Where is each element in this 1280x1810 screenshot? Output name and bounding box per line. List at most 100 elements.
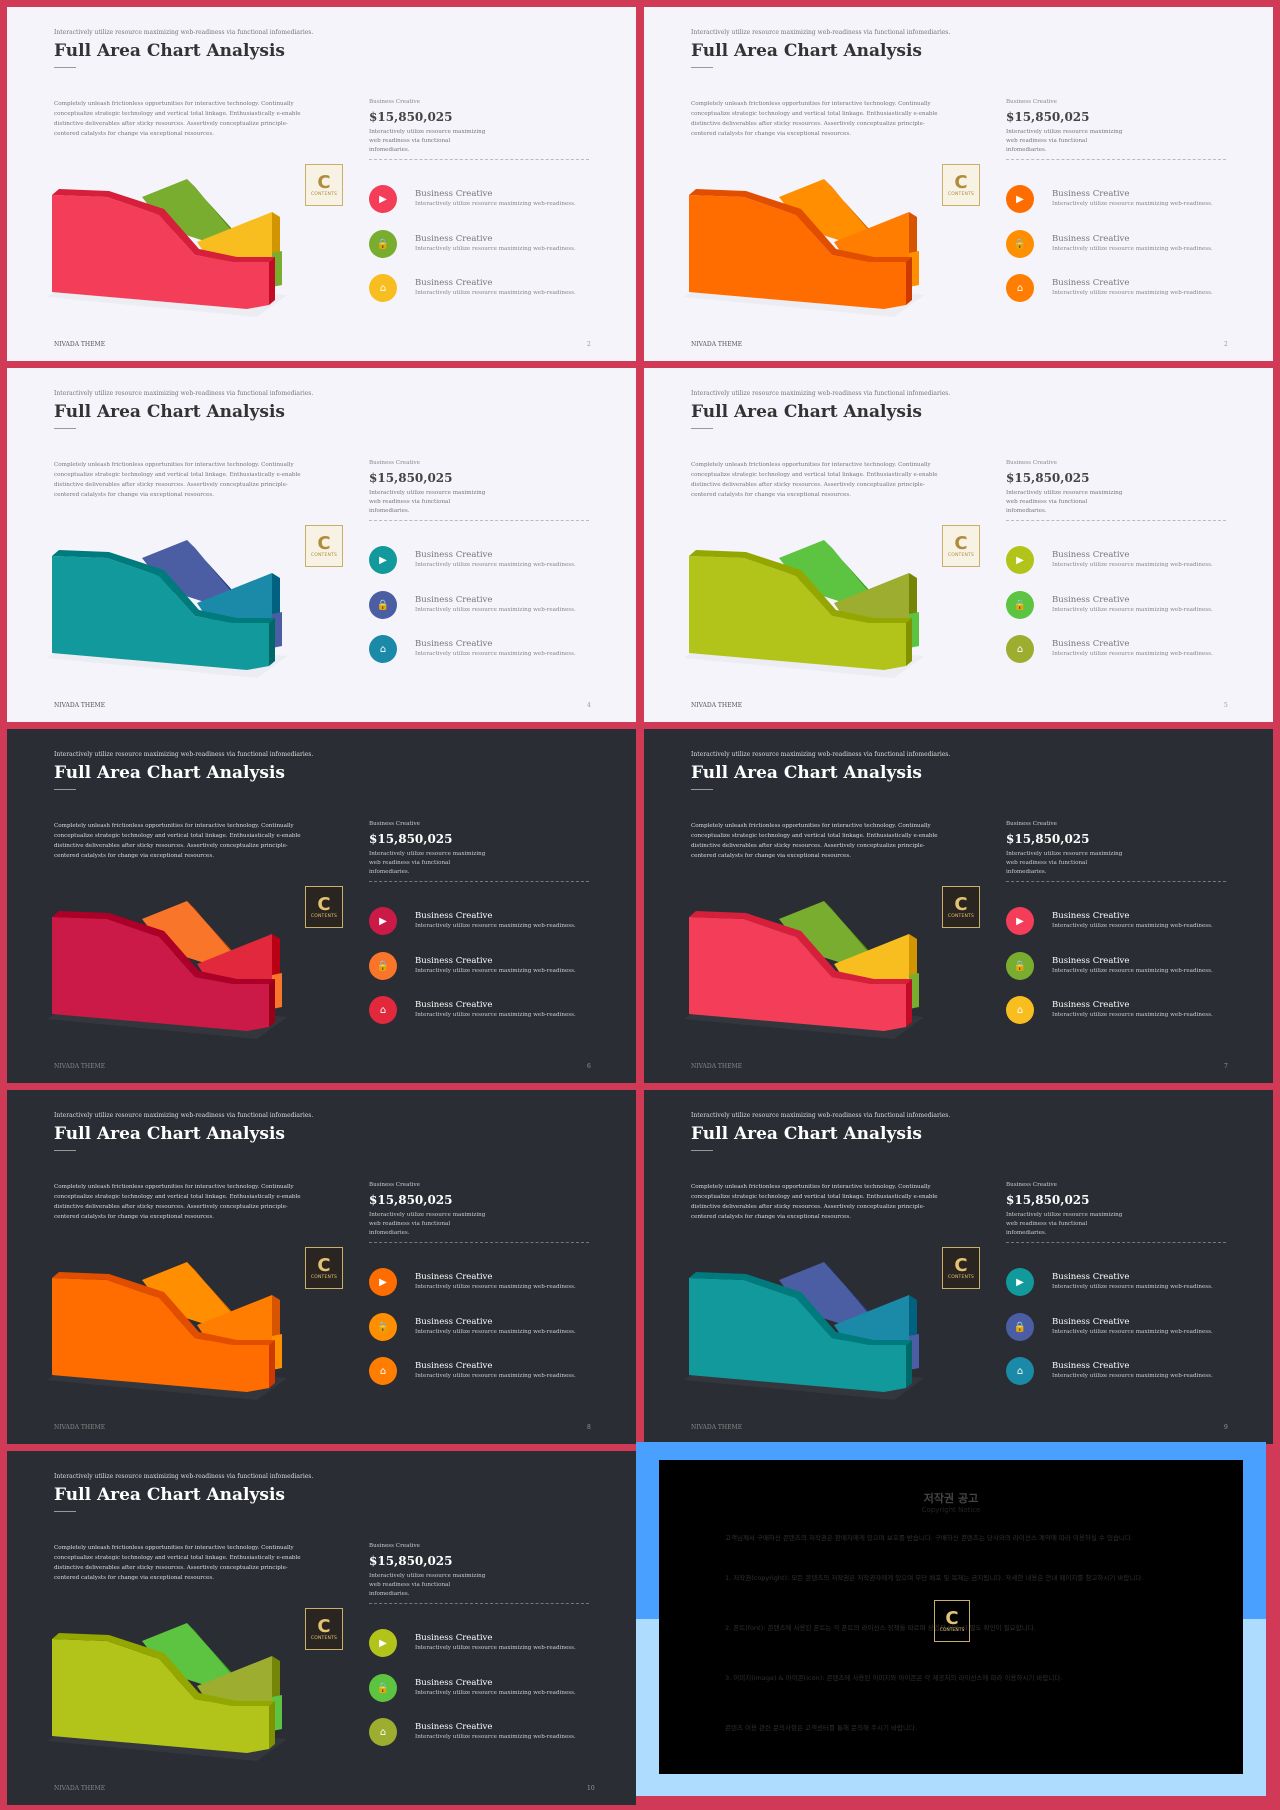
feature-item: 🔒 Business Creative Interactively utiliz…	[1006, 591, 1236, 619]
series-front-area	[689, 195, 906, 309]
feature-item: ⌂ Business Creative Interactively utiliz…	[369, 1357, 599, 1385]
footer-brand: NIVADA THEME	[54, 1785, 106, 1792]
business-label: Business Creative	[1006, 460, 1057, 466]
feature-title: Business Creative	[415, 278, 493, 288]
feature-item: ▶ Business Creative Interactively utiliz…	[369, 1629, 599, 1657]
slide-kicker: Interactively utilize resource maximizin…	[54, 751, 314, 758]
page-number: 2	[1224, 341, 1228, 348]
notice-paragraph: 3. 이미지(image) & 아이콘(icon): 콘텐츠에 사용된 이미지와…	[725, 1674, 1063, 1682]
feature-subtitle: Interactively utilize resource maximizin…	[1052, 968, 1213, 974]
amount-value: $15,850,025	[369, 1193, 453, 1207]
basket-icon: ⌂	[369, 1357, 397, 1385]
logo-letter: C	[317, 532, 331, 554]
series-front-side	[906, 618, 912, 666]
lock-icon: 🔒	[1006, 230, 1034, 258]
feature-subtitle: Interactively utilize resource maximizin…	[1052, 562, 1213, 568]
amount-subtext: Interactively utilize resource maximizin…	[1006, 851, 1123, 875]
feature-subtitle: Interactively utilize resource maximizin…	[415, 607, 576, 613]
slide-kicker: Interactively utilize resource maximizin…	[691, 390, 951, 397]
feature-title: Business Creative	[1052, 278, 1130, 288]
amount-value: $15,850,025	[1006, 832, 1090, 846]
lock-icon: 🔒	[369, 1674, 397, 1702]
slide-description: Completely unleash frictionless opportun…	[54, 823, 301, 859]
page-number: 2	[587, 341, 591, 348]
amount-subtext: Interactively utilize resource maximizin…	[369, 129, 486, 153]
feature-subtitle: Interactively utilize resource maximizin…	[1052, 1284, 1213, 1290]
slide-title: Full Area Chart Analysis	[54, 41, 285, 61]
feature-item: 🔒 Business Creative Interactively utiliz…	[1006, 952, 1236, 980]
slide: Interactively utilize resource maximizin…	[7, 368, 636, 722]
feature-subtitle: Interactively utilize resource maximizin…	[415, 562, 576, 568]
page-number: 4	[587, 702, 591, 709]
footer-brand: NIVADA THEME	[54, 341, 106, 348]
logo-letter: C	[317, 893, 331, 915]
slide: Interactively utilize resource maximizin…	[644, 7, 1273, 361]
feature-subtitle: Interactively utilize resource maximizin…	[1052, 1329, 1213, 1335]
contents-logo: C CONTENTS	[942, 886, 980, 928]
amount-value: $15,850,025	[369, 110, 453, 124]
series-back-area	[142, 540, 232, 606]
feature-subtitle: Interactively utilize resource maximizin…	[415, 1734, 576, 1740]
logo-text: CONTENTS	[310, 1635, 338, 1641]
feature-item: ▶ Business Creative Interactively utiliz…	[1006, 546, 1236, 574]
slide-kicker: Interactively utilize resource maximizin…	[54, 1473, 314, 1480]
slide: Interactively utilize resource maximizin…	[7, 7, 636, 361]
dashed-divider	[369, 520, 589, 521]
video-icon: ▶	[369, 1268, 397, 1296]
video-icon: ▶	[1006, 546, 1034, 574]
video-icon: ▶	[369, 185, 397, 213]
feature-item: ⌂ Business Creative Interactively utiliz…	[369, 1718, 599, 1746]
feature-title: Business Creative	[415, 911, 493, 921]
feature-item: ⌂ Business Creative Interactively utiliz…	[369, 274, 599, 302]
slide: Interactively utilize resource maximizin…	[644, 368, 1273, 722]
logo-text: CONTENTS	[947, 1274, 975, 1280]
notice-paragraph: 콘텐츠 이용 관련 문의사항은 고객센터를 통해 문의해 주시기 바랍니다.	[725, 1724, 918, 1732]
feature-item: ▶ Business Creative Interactively utiliz…	[369, 907, 599, 935]
logo-text: CONTENTS	[947, 913, 975, 919]
feature-title: Business Creative	[415, 189, 493, 199]
lock-icon: 🔒	[369, 1313, 397, 1341]
page-number: 6	[587, 1063, 591, 1070]
area-chart	[684, 179, 924, 317]
logo-text: CONTENTS	[310, 552, 338, 558]
page-number: 9	[1224, 1424, 1228, 1431]
feature-item: ▶ Business Creative Interactively utiliz…	[369, 546, 599, 574]
feature-item: 🔒 Business Creative Interactively utiliz…	[369, 952, 599, 980]
slide-description: Completely unleash frictionless opportun…	[691, 1184, 938, 1220]
feature-title: Business Creative	[415, 595, 493, 605]
slide: Interactively utilize resource maximizin…	[7, 1090, 636, 1444]
slide-title: Full Area Chart Analysis	[54, 1485, 285, 1505]
logo-text: CONTENTS	[947, 191, 975, 197]
series-back-area	[142, 1623, 232, 1689]
series-front-area	[52, 917, 269, 1031]
feature-item: ▶ Business Creative Interactively utiliz…	[369, 185, 599, 213]
basket-icon: ⌂	[1006, 274, 1034, 302]
page-number: 7	[1224, 1063, 1228, 1070]
series-back-area	[779, 179, 869, 245]
notice-paragraph: 고객님께서 구매하신 콘텐츠의 저작권은 판매자에게 있으며 보호를 받습니다.…	[725, 1534, 1133, 1542]
video-icon: ▶	[1006, 907, 1034, 935]
amount-subtext: Interactively utilize resource maximizin…	[369, 1212, 486, 1236]
dashed-divider	[1006, 520, 1226, 521]
business-label: Business Creative	[369, 460, 420, 466]
feature-title: Business Creative	[1052, 1317, 1130, 1327]
series-back-area	[779, 1262, 869, 1328]
series-back-area	[142, 901, 232, 967]
logo-text: CONTENTS	[947, 552, 975, 558]
feature-subtitle: Interactively utilize resource maximizin…	[415, 1690, 576, 1696]
slide-description: Completely unleash frictionless opportun…	[54, 1184, 301, 1220]
title-underline	[691, 67, 713, 68]
feature-item: ▶ Business Creative Interactively utiliz…	[1006, 185, 1236, 213]
amount-subtext: Interactively utilize resource maximizin…	[369, 490, 486, 514]
slide-kicker: Interactively utilize resource maximizin…	[691, 29, 951, 36]
footer-brand: NIVADA THEME	[691, 1063, 743, 1070]
feature-subtitle: Interactively utilize resource maximizin…	[1052, 201, 1213, 207]
amount-value: $15,850,025	[1006, 1193, 1090, 1207]
feature-title: Business Creative	[415, 1678, 493, 1688]
logo-letter: C	[954, 893, 968, 915]
feature-title: Business Creative	[415, 1317, 493, 1327]
area-chart	[47, 179, 287, 317]
copyright-notice-slide: 저작권 공고 Copyright Notice 고객님께서 구매하신 콘텐츠의 …	[636, 1442, 1266, 1796]
slide-description: Completely unleash frictionless opportun…	[691, 462, 938, 498]
footer-brand: NIVADA THEME	[54, 1424, 106, 1431]
